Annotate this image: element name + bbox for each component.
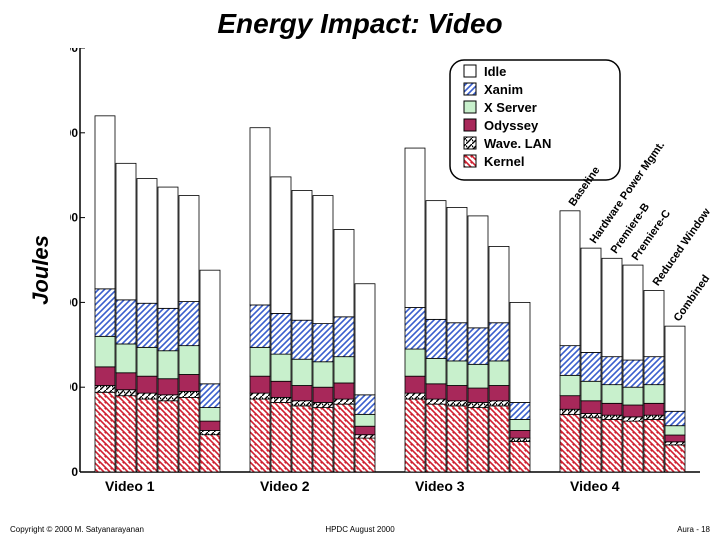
xlabel-3: Video 4 xyxy=(570,478,620,494)
svg-text:1500: 1500 xyxy=(70,211,78,225)
svg-text:Kernel: Kernel xyxy=(484,154,524,169)
y-axis-label: Joules xyxy=(28,235,54,305)
svg-text:Xanim: Xanim xyxy=(484,82,523,97)
copyright: Copyright © 2000 M. Satyanarayanan xyxy=(10,525,144,534)
xlabel-0: Video 1 xyxy=(105,478,155,494)
svg-text:0: 0 xyxy=(71,465,78,479)
chart-canvas: 0 500 1000 1500 2000 2500 Idle Xanim X Server Od… xyxy=(70,48,710,488)
svg-text:1000: 1000 xyxy=(70,295,78,309)
svg-text:Wave. LAN: Wave. LAN xyxy=(484,136,551,151)
footer-center: HPDC August 2000 xyxy=(325,525,394,534)
page-number: Aura - 18 xyxy=(677,525,710,534)
chart-title: Energy Impact: Video xyxy=(0,8,720,40)
legend: Idle Xanim X Server Odyssey Wave. LAN Kernel xyxy=(450,60,620,180)
svg-text:Idle: Idle xyxy=(484,64,506,79)
svg-text:Combined: Combined xyxy=(672,273,710,324)
svg-text:500: 500 xyxy=(70,380,78,394)
svg-text:Odyssey: Odyssey xyxy=(484,118,539,133)
xlabel-2: Video 3 xyxy=(415,478,465,494)
svg-text:2500: 2500 xyxy=(70,48,78,55)
svg-text:X Server: X Server xyxy=(484,100,537,115)
xlabel-1: Video 2 xyxy=(260,478,310,494)
svg-text:2000: 2000 xyxy=(70,126,78,140)
